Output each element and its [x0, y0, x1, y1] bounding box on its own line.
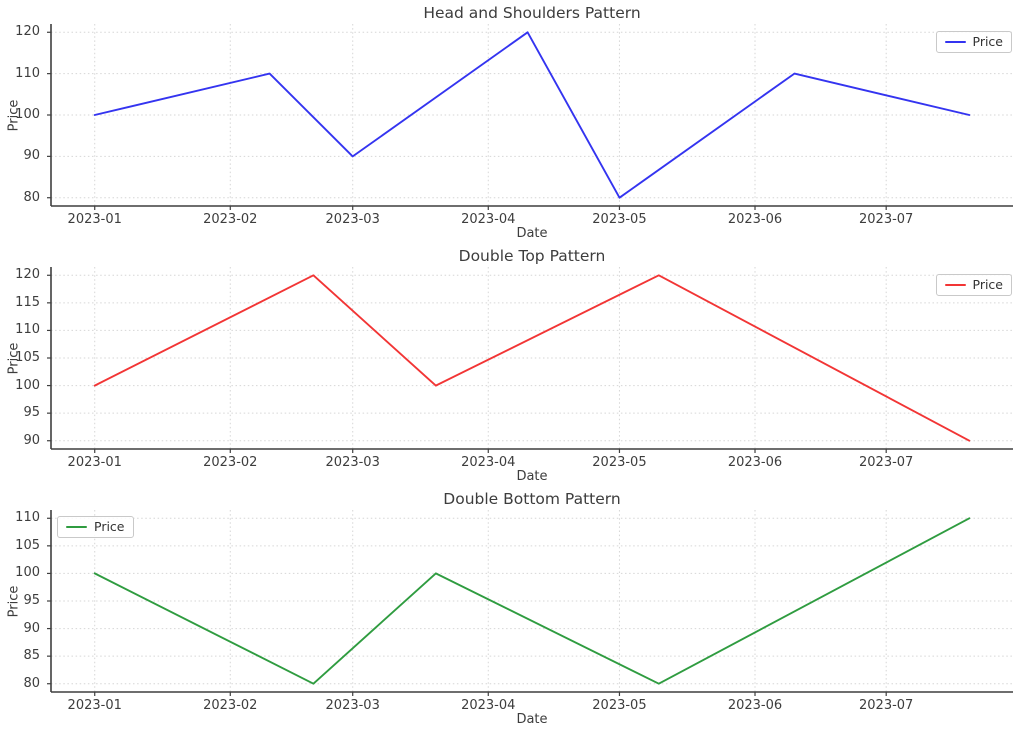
legend-line-sample	[944, 41, 966, 43]
y-tick-label: 95	[23, 405, 40, 421]
x-tick-label: 2023-04	[461, 698, 516, 713]
y-tick-label: 95	[23, 593, 40, 608]
plot-area	[47, 267, 1013, 453]
x-tick-label: 2023-03	[325, 698, 380, 713]
y-tick-label: 80	[23, 189, 40, 205]
legend-line-sample	[944, 284, 966, 286]
x-axis-label: Date	[516, 712, 548, 727]
x-axis-label: Date	[516, 226, 548, 241]
plot-area	[47, 24, 1013, 210]
price-line	[93, 31, 971, 199]
y-tick-label: 100	[15, 107, 40, 122]
legend-line-sample	[66, 526, 87, 528]
y-tick-label: 90	[23, 148, 40, 164]
x-tick-label: 2023-01	[67, 212, 122, 227]
x-tick-label: 2023-04	[461, 212, 516, 227]
legend-label: Price	[94, 519, 125, 534]
legend: Price	[935, 274, 1012, 296]
legend-label: Price	[972, 34, 1004, 49]
y-tick-label: 110	[15, 65, 40, 81]
legend-label: Price	[972, 277, 1004, 292]
x-tick-label: 2023-06	[727, 212, 783, 227]
y-tick-label: 120	[15, 267, 40, 283]
y-tick-label: 120	[15, 24, 40, 40]
y-tick-label: 80	[23, 675, 40, 691]
price-line	[93, 517, 971, 685]
x-tick-label: 2023-06	[727, 455, 783, 470]
chart-title: Double Bottom Pattern	[443, 490, 621, 508]
chart-title: Double Top Pattern	[458, 247, 606, 265]
x-tick-label: 2023-07	[859, 212, 914, 227]
y-tick-label: 90	[23, 432, 40, 448]
x-axis-label: Date	[516, 469, 548, 484]
price-line	[93, 274, 971, 442]
y-tick-label: 90	[23, 620, 40, 636]
legend: Price	[935, 31, 1012, 53]
x-tick-label: 2023-02	[203, 212, 258, 227]
x-tick-label: 2023-01	[67, 455, 122, 470]
plot-area	[47, 510, 1013, 696]
y-tick-label: 105	[15, 537, 40, 553]
y-tick-label: 100	[15, 377, 40, 393]
y-tick-label: 110	[15, 510, 40, 526]
y-tick-label: 100	[15, 565, 40, 581]
y-tick-label: 115	[15, 294, 40, 310]
x-tick-label: 2023-02	[203, 455, 258, 470]
x-tick-label: 2023-07	[859, 698, 914, 713]
chart-double-top: Double Top Pattern Price 90 95 100 105 110 11…	[0, 243, 1024, 486]
x-tick-label: 2023-02	[203, 698, 258, 713]
x-tick-label: 2023-01	[67, 698, 122, 713]
x-tick-label: 2023-05	[592, 455, 647, 470]
x-tick-label: 2023-05	[592, 212, 647, 227]
legend: Price	[57, 516, 134, 538]
y-tick-label: 110	[15, 322, 40, 338]
x-tick-label: 2023-07	[859, 455, 914, 470]
y-tick-label: 105	[15, 350, 40, 365]
chart-title: Head and Shoulders Pattern	[423, 4, 641, 22]
x-tick-label: 2023-03	[325, 212, 380, 227]
y-tick-label: 85	[23, 648, 40, 664]
chart-double-bottom: Double Bottom Pattern Price 80 85 90 95 100 1…	[0, 486, 1024, 730]
x-tick-label: 2023-05	[592, 698, 647, 713]
chart-head-and-shoulders: Head and Shoulders Pattern Price 80 90 100…	[0, 0, 1024, 243]
x-tick-label: 2023-04	[461, 455, 516, 470]
x-tick-label: 2023-03	[325, 455, 380, 470]
x-tick-label: 2023-06	[727, 698, 783, 713]
